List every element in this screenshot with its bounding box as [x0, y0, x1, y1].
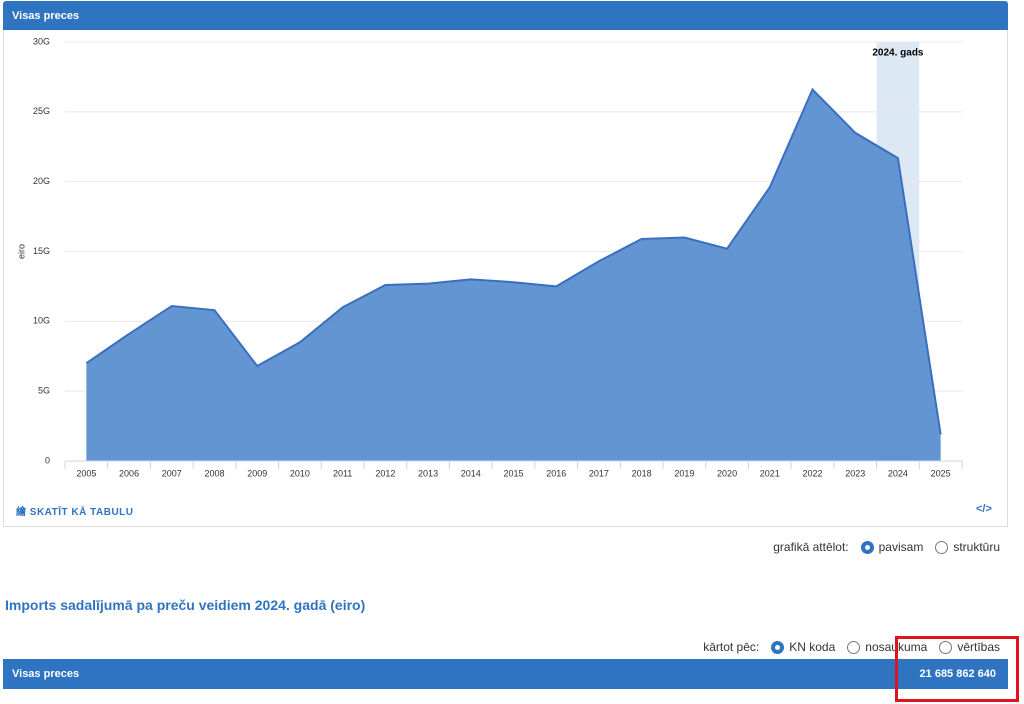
row-name: Visas preces	[12, 668, 80, 680]
x-tick-label: 2020	[717, 468, 737, 478]
x-tick-label: 2019	[674, 468, 694, 478]
x-tick-label: 2010	[290, 468, 310, 478]
table-link-text: SKATĪT KĀ TABULU	[29, 507, 134, 518]
area	[86, 89, 941, 461]
radio-button	[847, 640, 861, 654]
y-axis-label: eiro	[16, 244, 26, 259]
table-link[interactable]: 繪 SKATĪT KĀ TABULU	[16, 507, 134, 518]
x-tick-label: 2008	[204, 468, 224, 478]
annotation: 2024. gads	[872, 48, 924, 59]
x-tick-label: 2023	[845, 468, 865, 478]
x-tick-label: 2009	[247, 468, 267, 478]
x-tick-label: 2018	[632, 468, 652, 478]
x-tick-label: 2007	[162, 468, 182, 478]
x-tick-label: 2025	[931, 468, 951, 478]
x-tick-label: 2005	[76, 468, 96, 478]
y-tick-label: 25G	[33, 106, 50, 116]
section-title: Imports sadalījumā pa preču veidiem 2024…	[5, 597, 366, 613]
row-value: 21 685 862 640	[919, 668, 996, 680]
y-tick-label: 10G	[33, 316, 50, 326]
y-tick-label: 15G	[33, 246, 50, 256]
radio-button	[935, 540, 949, 554]
radio-label: vērtības	[957, 640, 1000, 654]
x-tick-label: 2022	[802, 468, 822, 478]
x-tick-label: 2014	[461, 468, 481, 478]
x-tick-label: 2016	[546, 468, 566, 478]
y-tick-label: 0	[45, 455, 50, 465]
display-label: grafikā attēlot:	[773, 540, 849, 554]
panel-title: Visas preces	[12, 9, 80, 22]
display-options: grafikā attēlot: pavisam struktūru	[773, 540, 1000, 554]
x-tick-label: 2006	[119, 468, 139, 478]
x-tick-label: 2024	[888, 468, 908, 478]
radio-option[interactable]: pavisam	[860, 540, 924, 554]
chart: 2024. gads 0 5G 10G 15G 20G 25G 30G eiro 2005 2006…	[16, 36, 963, 478]
radio-button	[771, 640, 785, 654]
embed-link[interactable]: </>	[976, 503, 992, 515]
radio-button	[939, 640, 953, 654]
y-tick-label: 30G	[33, 36, 50, 46]
panel	[3, 30, 1008, 527]
table-row[interactable]: Visas preces 21 685 862 640	[3, 659, 1008, 689]
radio-option[interactable]: vērtības	[939, 640, 1000, 654]
radio-button	[860, 540, 874, 554]
panel-header: Visas preces	[3, 1, 1008, 30]
area-line	[85, 87, 942, 435]
highlight-box	[895, 636, 1019, 702]
radio-option[interactable]: KN koda	[771, 640, 835, 654]
x-tick-label: 2011	[333, 468, 352, 478]
radio-option[interactable]: struktūru	[935, 540, 1000, 554]
x-tick-label: 2015	[503, 468, 523, 478]
radio-label: KN koda	[789, 640, 836, 654]
x-tick-label: 2021	[760, 468, 780, 478]
radio-label: pavisam	[878, 540, 924, 554]
sort-label: kārtot pēc:	[703, 640, 760, 654]
y-tick-label: 20G	[33, 176, 50, 186]
x-tick-label: 2017	[589, 468, 609, 478]
x-tick-label: 2013	[418, 468, 438, 478]
radio-label: struktūru	[953, 540, 1000, 554]
y-tick-label: 5G	[38, 386, 50, 396]
x-tick-label: 2012	[375, 468, 395, 478]
